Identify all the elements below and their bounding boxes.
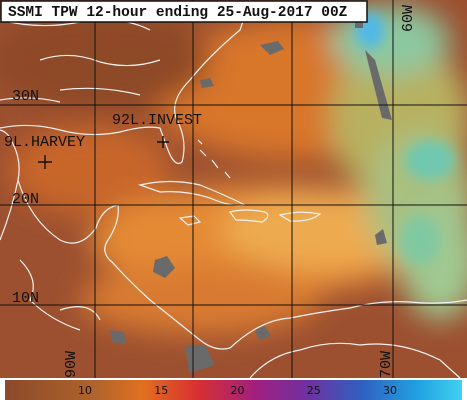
longitude-label: 70W: [378, 351, 395, 378]
colorbar: 10 15 20 25 30: [0, 378, 467, 400]
latitude-label: 30N: [12, 88, 39, 105]
longitude-label: 60W: [400, 5, 417, 32]
colorbar-tick-label: 10: [78, 384, 92, 397]
storm-marker: [38, 155, 52, 169]
storm-marker: [157, 136, 169, 148]
colorbar-tick-label: 15: [154, 384, 168, 397]
storm-label: 92L.INVEST: [112, 112, 202, 129]
colorbar-ramp: [5, 380, 462, 400]
latitude-label: 20N: [12, 191, 39, 208]
longitude-label: 90W: [63, 351, 80, 378]
latitude-label: 10N: [12, 290, 39, 307]
graticule: [0, 0, 467, 378]
title-box: SSMI TPW 12-hour ending 25-Aug-2017 00Z: [0, 0, 368, 23]
storm-label: 9L.HARVEY: [4, 134, 85, 151]
title: SSMI TPW 12-hour ending 25-Aug-2017 00Z: [8, 5, 348, 21]
colorbar-tick-label: 30: [383, 384, 397, 397]
colorbar-tick-label: 25: [307, 384, 321, 397]
colorbar-tick-label: 20: [231, 384, 245, 397]
field: [0, 0, 467, 379]
storm-markers: [38, 136, 169, 169]
